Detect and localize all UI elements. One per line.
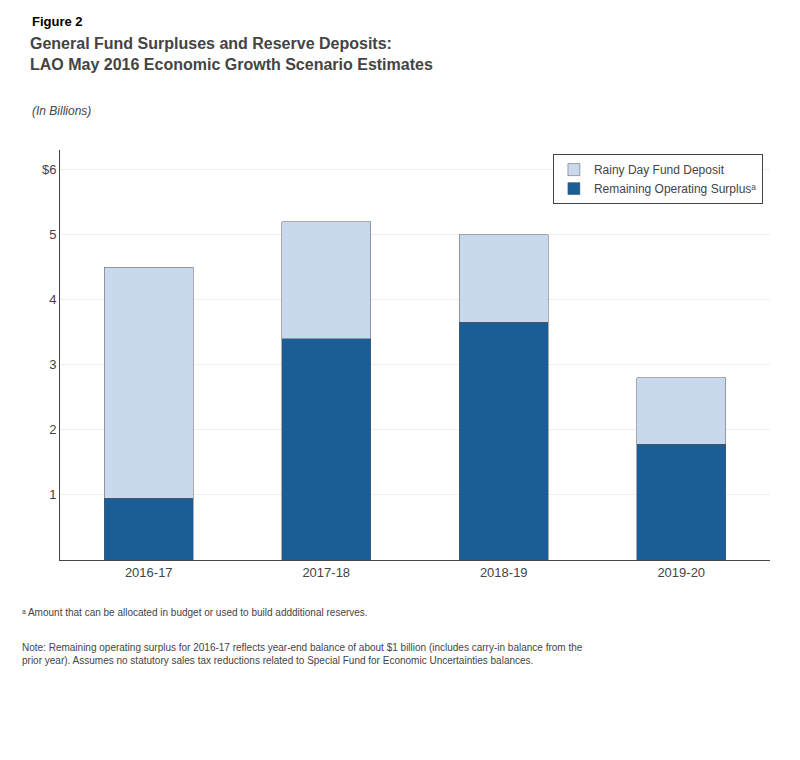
svg-text:Figure 2: Figure 2	[32, 14, 83, 29]
svg-text:Note: Remaining operating surp: Note: Remaining operating surplus for 20…	[22, 642, 583, 666]
svg-text:2016-17: 2016-17	[125, 565, 173, 580]
svg-text:2019-20: 2019-20	[657, 565, 705, 580]
svg-text:2018-19: 2018-19	[480, 565, 528, 580]
svg-text:Remaining Operating Surplusᵃ: Remaining Operating Surplusᵃ	[594, 182, 756, 196]
svg-text:5: 5	[49, 227, 56, 242]
svg-text:3: 3	[49, 357, 56, 372]
svg-text:2: 2	[49, 422, 56, 437]
svg-text:General Fund Surpluses and Res: General Fund Surpluses and Reserve Depos…	[30, 35, 433, 73]
svg-text:Rainy Day Fund Deposit: Rainy Day Fund Deposit	[594, 163, 725, 177]
svg-text:2017-18: 2017-18	[302, 565, 350, 580]
svg-text:4: 4	[49, 292, 56, 307]
svg-text:ᵃ Amount that can be allocated: ᵃ Amount that can be allocated in budget…	[22, 607, 368, 618]
svg-text:$6: $6	[42, 162, 56, 177]
svg-text:(In Billions): (In Billions)	[32, 104, 91, 118]
svg-text:1: 1	[49, 487, 56, 502]
